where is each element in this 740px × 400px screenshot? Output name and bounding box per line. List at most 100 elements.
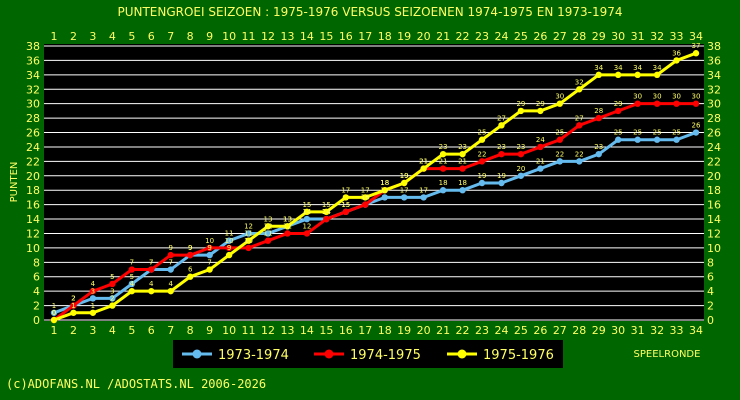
series-line-1974-1975 xyxy=(53,102,696,322)
data-point-1973-1974 xyxy=(478,179,486,187)
y-tick-label-left: 32 xyxy=(26,83,40,96)
x-tick-label-top: 18 xyxy=(378,30,392,43)
x-tick-label-bottom: 2 xyxy=(70,324,77,337)
data-label-1975-1976: 34 xyxy=(614,64,623,72)
x-tick-label-bottom: 15 xyxy=(319,324,333,337)
data-label-1973-1974: 22 xyxy=(555,150,564,158)
data-point-1974-1975 xyxy=(459,165,466,172)
data-label-1975-1976: 29 xyxy=(536,100,545,108)
x-tick-label-bottom: 8 xyxy=(187,324,194,337)
data-point-1974-1975 xyxy=(206,244,213,252)
data-label-1974-1975: 5 xyxy=(110,273,114,281)
y-tick-label-left: 0 xyxy=(33,314,40,327)
data-label-1974-1975: 25 xyxy=(555,129,564,137)
y-tick-label-left: 24 xyxy=(26,141,40,154)
data-label-1973-1974: 16 xyxy=(361,194,370,202)
y-tick-label-left: 38 xyxy=(26,40,40,53)
data-label-1974-1975: 2 xyxy=(71,295,75,303)
data-label-1975-1976: 30 xyxy=(555,93,564,101)
x-tick-label-top: 24 xyxy=(494,30,508,43)
x-tick-label-top: 30 xyxy=(611,30,625,43)
data-label-1973-1974: 17 xyxy=(380,186,389,194)
data-point-1975-1976 xyxy=(653,71,661,79)
legend-marker-1975-1976 xyxy=(457,349,467,359)
x-tick-label-bottom: 27 xyxy=(553,324,567,337)
data-label-1973-1974: 23 xyxy=(594,143,603,151)
data-point-1974-1975 xyxy=(692,100,700,107)
legend-label-1974-1975: 1974-1975 xyxy=(350,348,421,363)
data-point-1973-1974 xyxy=(634,136,641,143)
x-tick-label-bottom: 3 xyxy=(89,324,96,337)
data-label-1975-1976: 4 xyxy=(168,280,173,288)
data-point-1974-1975 xyxy=(167,251,174,259)
y-tick-label-right: 24 xyxy=(707,141,721,154)
data-label-1973-1974: 18 xyxy=(439,179,448,187)
data-label-1974-1975: 21 xyxy=(419,158,428,166)
data-point-1974-1975 xyxy=(323,215,330,223)
data-label-1975-1976: 13 xyxy=(283,215,292,223)
legend-marker-1973-1974 xyxy=(192,349,202,359)
data-label-1975-1976: 15 xyxy=(322,201,331,209)
data-point-1973-1974 xyxy=(89,295,97,302)
data-point-1975-1976 xyxy=(556,100,564,107)
y-tick-label-left: 10 xyxy=(26,242,40,255)
data-point-1975-1976 xyxy=(186,273,194,280)
y-tick-label-right: 18 xyxy=(707,184,721,197)
x-tick-label-top: 2 xyxy=(70,30,77,43)
y-tick-label-left: 2 xyxy=(33,300,40,313)
grid-lines xyxy=(44,45,704,321)
data-point-1974-1975 xyxy=(634,100,641,107)
data-point-1973-1974 xyxy=(673,136,680,143)
data-label-1974-1975: 19 xyxy=(400,172,409,180)
data-label-1973-1974: 9 xyxy=(207,244,211,252)
data-label-1975-1976: 23 xyxy=(439,143,448,151)
data-label-1974-1975: 10 xyxy=(205,237,214,245)
y-tick-label-left: 20 xyxy=(26,170,40,183)
x-tick-label-bottom: 5 xyxy=(128,324,135,337)
data-label-1975-1976: 0 xyxy=(52,309,56,317)
x-tick-label-bottom: 17 xyxy=(358,324,372,337)
data-label-1973-1974: 14 xyxy=(322,208,331,216)
x-tick-label-bottom: 20 xyxy=(417,324,431,337)
data-label-1973-1974: 21 xyxy=(536,158,545,166)
data-point-1973-1974 xyxy=(576,158,583,165)
data-label-1975-1976: 4 xyxy=(149,280,154,288)
data-label-1974-1975: 10 xyxy=(244,237,253,245)
x-axis-ticks: 1122334455667788991010111112121313141415… xyxy=(51,30,704,337)
data-label-1975-1976: 18 xyxy=(380,179,389,187)
data-point-1975-1976 xyxy=(264,223,272,230)
data-label-1974-1975: 11 xyxy=(264,230,273,238)
data-label-1974-1975: 28 xyxy=(594,107,603,115)
data-label-1975-1976: 25 xyxy=(478,129,487,137)
y-tick-label-right: 8 xyxy=(707,256,714,269)
x-tick-label-bottom: 1 xyxy=(51,324,58,337)
x-tick-label-bottom: 25 xyxy=(514,324,528,337)
data-label-1973-1974: 20 xyxy=(516,165,525,173)
y-tick-label-right: 28 xyxy=(707,112,721,125)
data-point-1973-1974 xyxy=(614,136,622,143)
x-tick-label-bottom: 32 xyxy=(650,324,664,337)
y-tick-label-right: 0 xyxy=(707,314,714,327)
data-point-1975-1976 xyxy=(634,71,641,79)
x-tick-label-bottom: 10 xyxy=(222,324,236,337)
data-label-1974-1975: 30 xyxy=(653,93,662,101)
data-point-1974-1975 xyxy=(128,266,136,273)
x-tick-label-top: 6 xyxy=(148,30,155,43)
data-point-1974-1975 xyxy=(595,114,602,122)
x-tick-label-top: 16 xyxy=(339,30,353,43)
data-point-1975-1976 xyxy=(362,194,369,201)
data-label-1973-1974: 25 xyxy=(672,129,681,137)
data-point-1975-1976 xyxy=(148,287,155,295)
x-tick-label-bottom: 13 xyxy=(280,324,294,337)
x-tick-label-bottom: 29 xyxy=(592,324,606,337)
data-label-1974-1975: 16 xyxy=(361,194,370,202)
data-point-1975-1976 xyxy=(478,136,486,143)
data-label-1975-1976: 32 xyxy=(575,78,584,86)
data-point-1974-1975 xyxy=(70,302,77,309)
y-tick-label-left: 12 xyxy=(26,227,40,240)
x-tick-label-top: 4 xyxy=(109,30,116,43)
data-label-1973-1974: 17 xyxy=(400,186,409,194)
data-point-1974-1975 xyxy=(653,100,661,107)
